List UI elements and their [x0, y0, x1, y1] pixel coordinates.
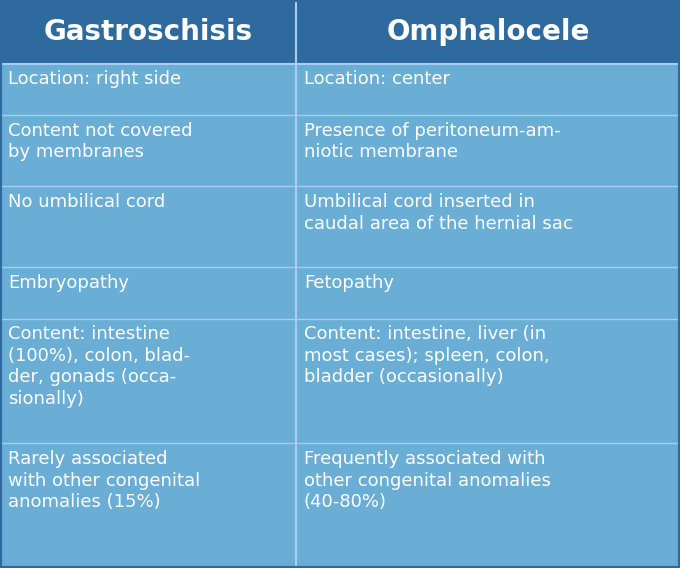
- Text: Location: center: Location: center: [304, 70, 450, 89]
- Text: Content: intestine
(100%), colon, blad-
der, gonads (occa-
sionally): Content: intestine (100%), colon, blad- …: [8, 325, 190, 408]
- Bar: [0, 115, 680, 186]
- Text: Frequently associated with
other congenital anomalies
(40-80%): Frequently associated with other congeni…: [304, 450, 551, 511]
- Bar: [0, 186, 680, 268]
- Bar: [0, 443, 680, 568]
- Text: Content not covered
by membranes: Content not covered by membranes: [8, 122, 192, 161]
- Text: Rarely associated
with other congenital
anomalies (15%): Rarely associated with other congenital …: [8, 450, 201, 511]
- Bar: [296, 0, 680, 64]
- Bar: [0, 268, 680, 319]
- Text: Location: right side: Location: right side: [8, 70, 182, 89]
- Text: Embryopathy: Embryopathy: [8, 274, 129, 293]
- Text: Umbilical cord inserted in
caudal area of the hernial sac: Umbilical cord inserted in caudal area o…: [304, 193, 573, 233]
- Bar: [0, 319, 680, 443]
- Text: Omphalocele: Omphalocele: [386, 18, 590, 46]
- Bar: [0, 64, 680, 115]
- Text: No umbilical cord: No umbilical cord: [8, 193, 165, 211]
- Text: Presence of peritoneum-am-
niotic membrane: Presence of peritoneum-am- niotic membra…: [304, 122, 560, 161]
- Text: Fetopathy: Fetopathy: [304, 274, 394, 293]
- Text: Gastroschisis: Gastroschisis: [44, 18, 252, 46]
- Text: Content: intestine, liver (in
most cases); spleen, colon,
bladder (occasionally): Content: intestine, liver (in most cases…: [304, 325, 549, 386]
- Bar: [0, 0, 296, 64]
